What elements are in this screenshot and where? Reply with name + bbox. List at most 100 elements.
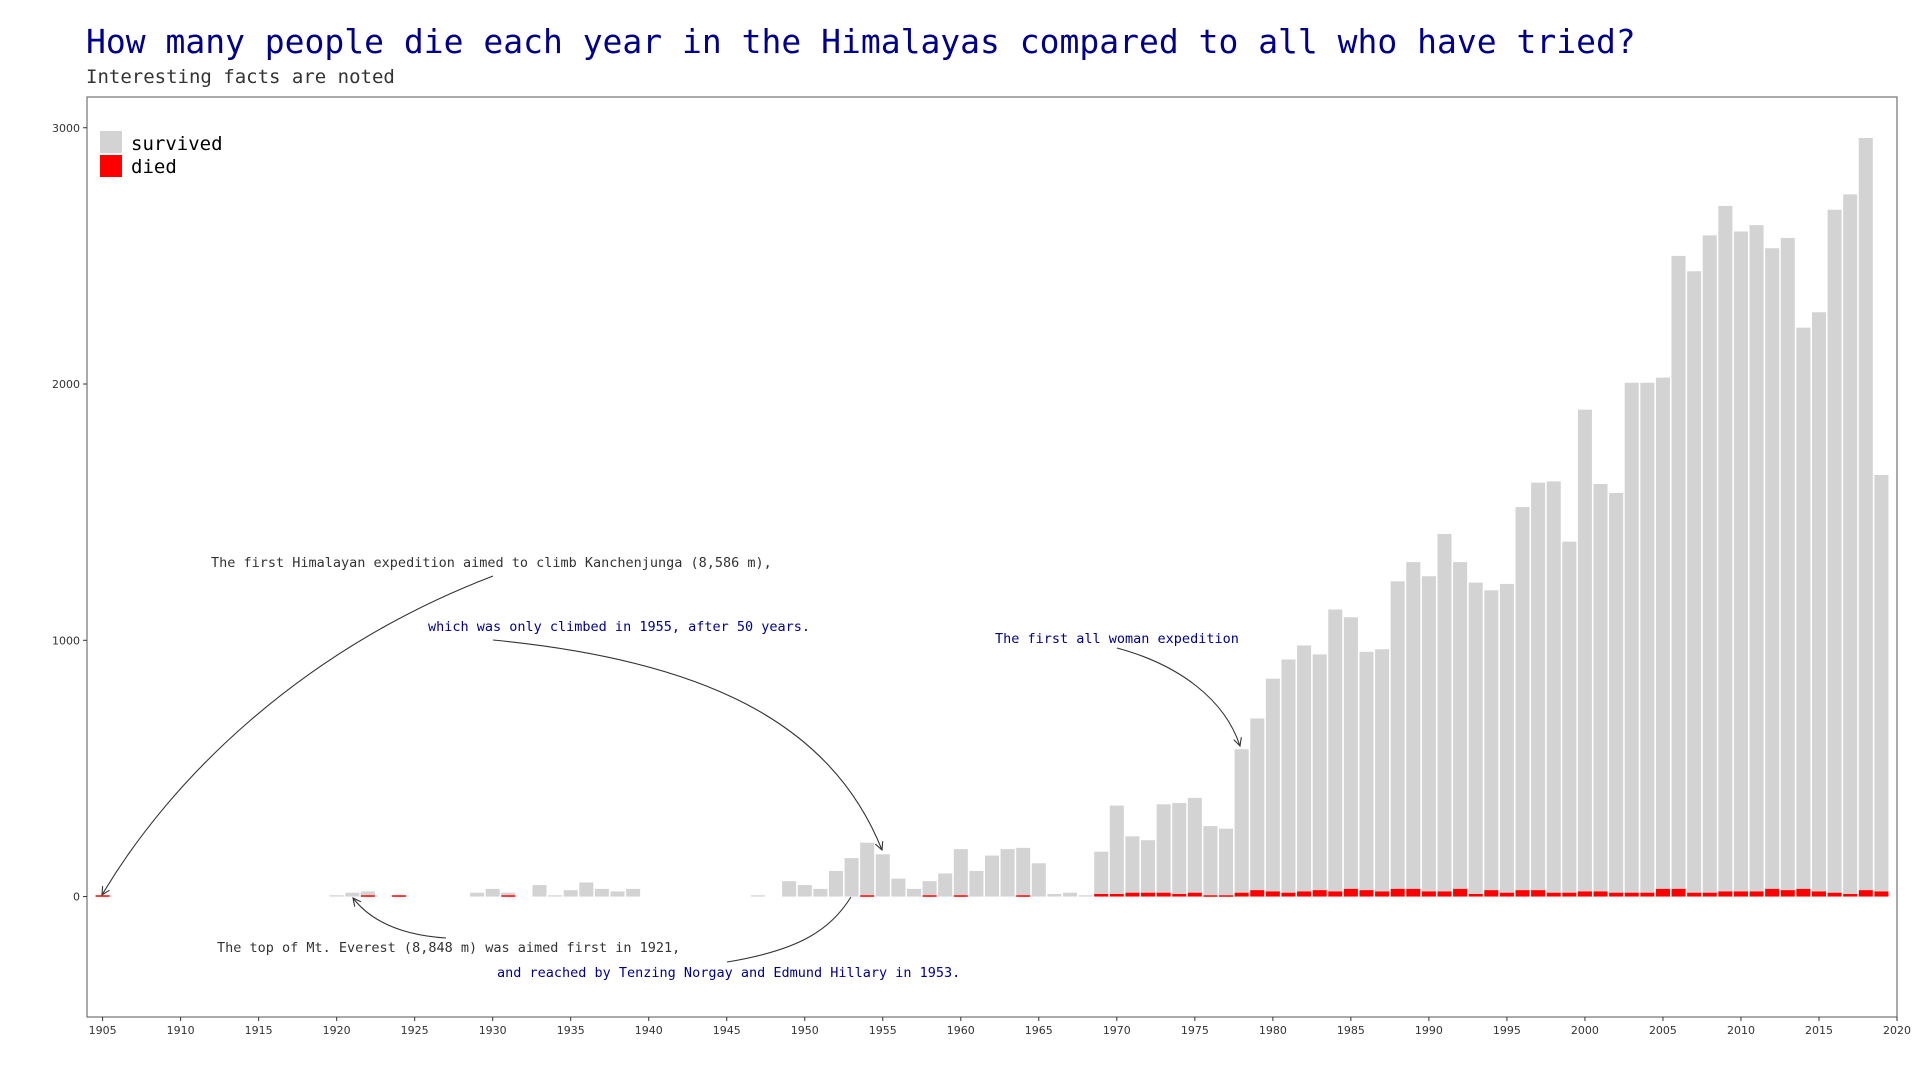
- bars-group: [95, 138, 1889, 897]
- bar-died-2007: [1687, 892, 1702, 897]
- legend-label-survived: survived: [131, 133, 223, 155]
- legend-swatch-died: [100, 155, 122, 177]
- x-tick-label-1985: 1985: [1337, 1024, 1365, 1037]
- bar-died-1982: [1297, 891, 1312, 897]
- bar-died-1905: [95, 895, 110, 897]
- bar-died-1960: [953, 895, 968, 897]
- bar-survived-2016: [1827, 209, 1842, 893]
- bar-died-2009: [1718, 891, 1733, 897]
- bar-survived-1988: [1390, 581, 1405, 889]
- bar-survived-1967: [1063, 892, 1078, 897]
- bar-survived-1968: [1078, 895, 1093, 897]
- bar-survived-2003: [1624, 382, 1639, 893]
- x-tick-label-2000: 2000: [1571, 1024, 1599, 1037]
- bar-died-1984: [1328, 891, 1343, 897]
- bar-died-1978: [1234, 892, 1249, 897]
- bar-died-2015: [1811, 891, 1826, 897]
- bar-died-2004: [1640, 892, 1655, 897]
- x-tick-label-1965: 1965: [1025, 1024, 1053, 1037]
- annotation-arrow-everest-1953: [726, 896, 852, 963]
- annotation-arrow-kanchenjunga-1905: [102, 575, 494, 895]
- bar-survived-1954: [860, 842, 875, 896]
- annotation-arrow-kanchenjunga-1955: [492, 639, 882, 850]
- bar-survived-2013: [1780, 237, 1795, 891]
- bar-died-1971: [1125, 892, 1140, 897]
- bar-died-1976: [1203, 895, 1218, 897]
- bar-survived-1953: [844, 858, 859, 897]
- annotation-arrow-everest-1921: [353, 898, 447, 939]
- bar-survived-1982: [1297, 645, 1312, 892]
- y-tick-label-3000: 3000: [52, 122, 80, 135]
- x-tick-label-2020: 2020: [1883, 1024, 1911, 1037]
- plot-panel-border: [86, 96, 1898, 1018]
- bar-survived-1986: [1359, 651, 1374, 891]
- bar-survived-1947: [750, 895, 765, 897]
- annotation-arrow-woman-expedition: [1116, 647, 1240, 746]
- bar-survived-1930: [485, 888, 500, 897]
- bar-survived-1985: [1343, 617, 1358, 889]
- annotation-kanchenjunga-climbed: which was only climbed in 1955, after 50…: [428, 619, 810, 635]
- bar-survived-1996: [1515, 507, 1530, 891]
- bar-survived-1973: [1156, 804, 1171, 893]
- y-tick-label-2000: 2000: [52, 378, 80, 391]
- bar-survived-1964: [1016, 847, 1031, 896]
- bar-died-1983: [1312, 890, 1327, 897]
- x-tick-label-1950: 1950: [791, 1024, 819, 1037]
- bar-survived-1920: [329, 895, 344, 897]
- bar-died-1997: [1531, 890, 1546, 897]
- bar-survived-1934: [548, 895, 563, 897]
- bar-died-2013: [1780, 890, 1795, 897]
- legend: survived died: [100, 131, 223, 178]
- x-tick-label-2010: 2010: [1727, 1024, 1755, 1037]
- bar-survived-1965: [1031, 863, 1046, 897]
- bar-survived-1970: [1109, 805, 1124, 894]
- bar-died-2016: [1827, 892, 1842, 897]
- bar-survived-1977: [1219, 828, 1234, 896]
- bar-died-2014: [1796, 888, 1811, 897]
- bar-died-2003: [1624, 892, 1639, 897]
- bar-survived-2012: [1765, 248, 1780, 889]
- bar-survived-1980: [1265, 678, 1280, 892]
- bar-survived-2017: [1843, 194, 1858, 894]
- bar-died-2001: [1593, 891, 1608, 897]
- bar-survived-1958: [922, 881, 937, 896]
- bar-survived-1963: [1000, 849, 1015, 897]
- x-tick-label-1940: 1940: [635, 1024, 663, 1037]
- y-axis: 0 1000 2000 3000: [52, 122, 87, 904]
- bar-survived-1951: [813, 888, 828, 897]
- bar-survived-1957: [906, 888, 921, 897]
- bar-survived-1956: [891, 878, 906, 897]
- bar-died-2012: [1765, 888, 1780, 897]
- x-tick-label-1990: 1990: [1415, 1024, 1443, 1037]
- annotation-kanchenjunga-first: The first Himalayan expedition aimed to …: [211, 555, 772, 571]
- bar-survived-1921: [345, 892, 360, 897]
- x-tick-label-1925: 1925: [401, 1024, 429, 1037]
- x-tick-label-2005: 2005: [1649, 1024, 1677, 1037]
- bar-survived-1971: [1125, 836, 1140, 893]
- bar-survived-1961: [969, 870, 984, 897]
- bar-survived-1979: [1250, 718, 1265, 891]
- chart-subtitle: Interesting facts are noted: [86, 66, 395, 88]
- bar-died-1981: [1281, 892, 1296, 897]
- legend-swatch-survived: [100, 131, 122, 153]
- bar-survived-1969: [1094, 851, 1109, 894]
- bar-died-2018: [1858, 890, 1873, 897]
- annotation-everest-reached: and reached by Tenzing Norgay and Edmund…: [497, 965, 960, 981]
- bar-survived-1975: [1187, 797, 1202, 893]
- bar-survived-1962: [984, 855, 1000, 897]
- bar-died-2017: [1843, 893, 1858, 897]
- bar-died-2008: [1702, 892, 1717, 897]
- bar-survived-2005: [1655, 377, 1670, 889]
- bar-survived-1994: [1484, 590, 1499, 891]
- bar-survived-1989: [1406, 562, 1421, 889]
- bar-survived-1936: [579, 882, 594, 897]
- x-tick-label-1915: 1915: [245, 1024, 273, 1037]
- bar-survived-1987: [1375, 649, 1390, 892]
- bar-died-1994: [1484, 890, 1499, 897]
- x-tick-label-1930: 1930: [479, 1024, 507, 1037]
- bar-survived-1992: [1453, 562, 1468, 889]
- x-tick-label-1970: 1970: [1103, 1024, 1131, 1037]
- bar-died-1924: [392, 895, 407, 897]
- bar-survived-1991: [1437, 533, 1452, 892]
- x-tick-label-1920: 1920: [323, 1024, 351, 1037]
